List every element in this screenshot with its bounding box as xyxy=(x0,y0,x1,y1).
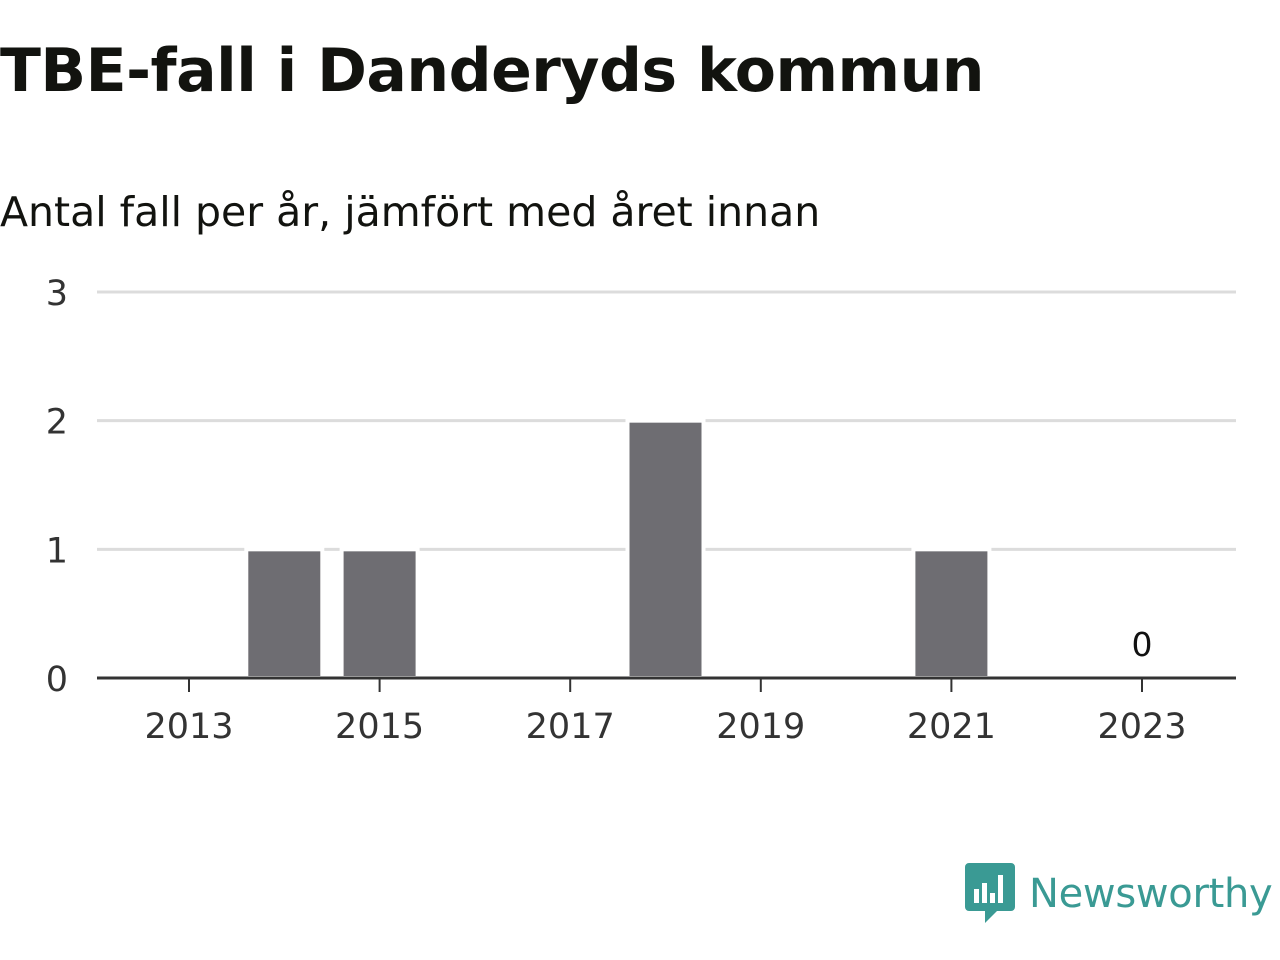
data-label: 0 xyxy=(1132,625,1153,664)
x-tick-label: 2023 xyxy=(1097,707,1186,747)
chart-subtitle: Antal fall per år, jämfört med året inna… xyxy=(0,188,821,236)
y-tick-label: 2 xyxy=(46,403,68,443)
y-tick-label: 0 xyxy=(46,660,68,700)
x-tick-label: 2017 xyxy=(526,707,615,747)
newsworthy-brand: Newsworthy xyxy=(965,862,1273,926)
y-tick-label: 3 xyxy=(46,274,68,314)
y-tick-label: 1 xyxy=(46,531,68,571)
x-tick-label: 2019 xyxy=(716,707,805,747)
x-tick-label: 2021 xyxy=(907,707,996,747)
bar-chart: 0 1 2 3 2013 2015 2017 2019 2021 2023 0 xyxy=(46,274,1236,747)
bar-2014 xyxy=(244,547,325,680)
chart-title: TBE-fall i Danderyds kommun xyxy=(0,36,985,106)
bar-2015 xyxy=(339,547,420,680)
brand-name: Newsworthy xyxy=(1029,871,1273,917)
bar-2018 xyxy=(625,418,706,680)
x-tick-label: 2013 xyxy=(144,707,233,747)
x-tick-label: 2015 xyxy=(335,707,424,747)
newsworthy-logo-icon xyxy=(965,863,1015,923)
bar-2021 xyxy=(911,547,992,680)
